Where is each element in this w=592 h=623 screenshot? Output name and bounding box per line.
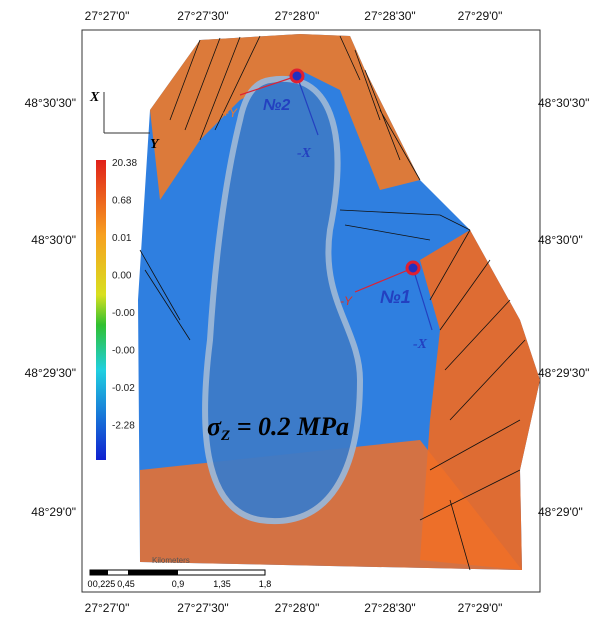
stress-sub: Z (220, 428, 230, 444)
latitude-label: 48°29'0" (31, 505, 76, 519)
longitude-label: 27°29'0" (458, 9, 503, 23)
scale-tick-label: 0,45 (117, 579, 135, 589)
longitude-label: 27°27'0" (85, 601, 130, 615)
latitude-label: 48°29'30" (25, 366, 76, 380)
colorbar (96, 160, 106, 460)
axis-label: X (89, 90, 100, 105)
axis-label: -Y (340, 294, 353, 308)
latitude-label: 48°30'0" (31, 233, 76, 247)
latitude-label: 48°29'30" (538, 366, 589, 380)
axis-label: -X (413, 337, 428, 352)
colorbar-label: 0.00 (112, 271, 132, 282)
scale-bar (90, 570, 265, 575)
point-marker (291, 70, 303, 82)
scale-tick-label: 0,225 (93, 579, 116, 589)
longitude-label: 27°27'0" (85, 9, 130, 23)
colorbar-label: 0.01 (112, 233, 132, 244)
point-label: №2 (263, 97, 290, 114)
longitude-label: 27°27'30" (177, 9, 228, 23)
colorbar-label: -0.00 (112, 308, 135, 319)
latitude-label: 48°29'0" (538, 505, 583, 519)
longitude-label: 27°28'0" (275, 9, 320, 23)
longitude-label: 27°28'30" (364, 9, 415, 23)
axis-label: Y (150, 137, 160, 152)
longitude-label: 27°29'0" (458, 601, 503, 615)
longitude-label: 27°28'30" (364, 601, 415, 615)
latitude-label: 48°30'30" (538, 96, 589, 110)
stress-symbol: σ (207, 412, 222, 441)
scale-tick-label: 1,35 (213, 579, 231, 589)
axis-label: -X (297, 146, 312, 161)
point-label: №1 (380, 287, 411, 307)
colorbar-label: -0.02 (112, 383, 135, 394)
map-figure: Kilometers X Y №2 +Y -X №1 -Y -X σZ = 0.… (0, 0, 592, 623)
colorbar-label: 0.68 (112, 196, 132, 207)
scale-unit: Kilometers (152, 556, 190, 565)
scale-tick-label: 1,8 (259, 579, 272, 589)
point-marker (407, 262, 419, 274)
scale-tick-label: 0,9 (172, 579, 185, 589)
colorbar-label: -0.00 (112, 346, 135, 357)
longitude-label: 27°28'0" (275, 601, 320, 615)
colorbar-label: 20.38 (112, 158, 137, 169)
stress-value: = 0.2 MPa (230, 412, 349, 441)
axis-label: +Y (222, 106, 238, 120)
latitude-label: 48°30'0" (538, 233, 583, 247)
latitude-label: 48°30'30" (25, 96, 76, 110)
longitude-label: 27°27'30" (177, 601, 228, 615)
colorbar-label: -2.28 (112, 421, 135, 432)
